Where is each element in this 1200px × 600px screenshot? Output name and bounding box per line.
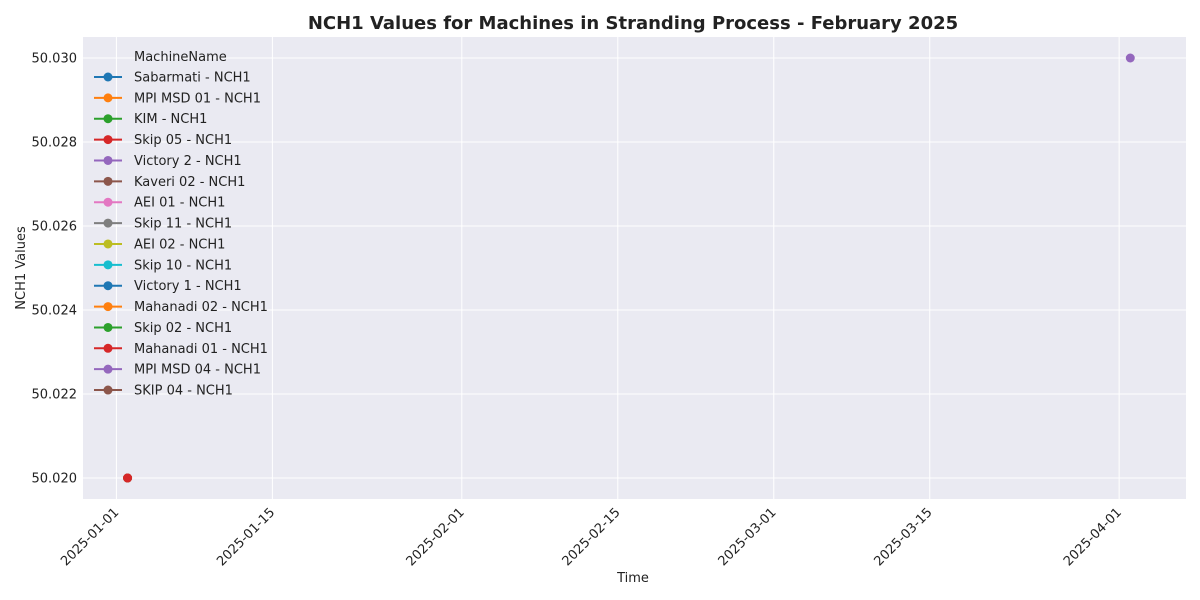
x-tick-label: 2025-03-01 (716, 505, 780, 569)
legend-marker (103, 155, 113, 165)
legend-label: Skip 05 - NCH1 (134, 133, 232, 148)
data-point (123, 473, 133, 483)
data-point (1125, 53, 1135, 63)
y-tick-label: 50.022 (32, 388, 78, 403)
legend-label: Victory 1 - NCH1 (134, 279, 242, 294)
legend-marker (103, 364, 113, 374)
y-axis-label: NCH1 Values (14, 226, 29, 310)
legend-label: Skip 11 - NCH1 (134, 217, 232, 232)
legend-marker (103, 302, 113, 312)
legend-label: KIM - NCH1 (134, 112, 207, 127)
y-tick-label: 50.030 (32, 52, 78, 67)
y-tick-label: 50.028 (32, 136, 78, 151)
legend-marker (103, 385, 113, 395)
legend-marker (103, 260, 113, 270)
legend-label: AEI 01 - NCH1 (134, 196, 225, 211)
legend-label: Mahanadi 02 - NCH1 (134, 300, 268, 315)
legend-marker (103, 93, 113, 103)
legend-marker (103, 218, 113, 228)
legend-label: SKIP 04 - NCH1 (134, 384, 233, 399)
data-points (123, 53, 1135, 483)
x-tick-label: 2025-01-15 (214, 505, 278, 569)
chart-title: NCH1 Values for Machines in Stranding Pr… (308, 13, 958, 34)
x-tick-label: 2025-01-01 (58, 505, 122, 569)
legend-marker (103, 176, 113, 186)
x-tick-label: 2025-03-15 (872, 505, 936, 569)
legend-label: Sabarmati - NCH1 (134, 71, 251, 86)
legend-marker (103, 72, 113, 82)
x-tick-label: 2025-02-15 (560, 505, 624, 569)
legend-label: Mahanadi 01 - NCH1 (134, 342, 268, 357)
legend: MachineName Sabarmati - NCH1 MPI MSD 01 - … (94, 50, 268, 399)
x-tick-label: 2025-02-01 (404, 505, 468, 569)
legend-title: MachineName (134, 50, 227, 65)
legend-marker (103, 197, 113, 207)
y-tick-label: 50.020 (32, 472, 78, 487)
legend-label: MPI MSD 04 - NCH1 (134, 363, 261, 378)
plot-area (83, 37, 1186, 499)
x-axis-label: Time (616, 571, 649, 586)
legend-label: Victory 2 - NCH1 (134, 154, 242, 169)
x-tick-label: 2025-04-01 (1061, 505, 1125, 569)
legend-marker (103, 281, 113, 291)
legend-label: Kaveri 02 - NCH1 (134, 175, 245, 190)
legend-label: AEI 02 - NCH1 (134, 237, 225, 252)
legend-marker (103, 135, 113, 145)
legend-marker (103, 114, 113, 124)
legend-label: Skip 02 - NCH1 (134, 321, 232, 336)
legend-label: Skip 10 - NCH1 (134, 258, 232, 273)
legend-marker (103, 343, 113, 353)
grid-lines (83, 37, 1186, 499)
y-tick-label: 50.026 (32, 220, 78, 235)
y-tick-label: 50.024 (32, 304, 78, 319)
legend-label: MPI MSD 01 - NCH1 (134, 91, 261, 106)
legend-marker (103, 239, 113, 249)
legend-marker (103, 322, 113, 332)
